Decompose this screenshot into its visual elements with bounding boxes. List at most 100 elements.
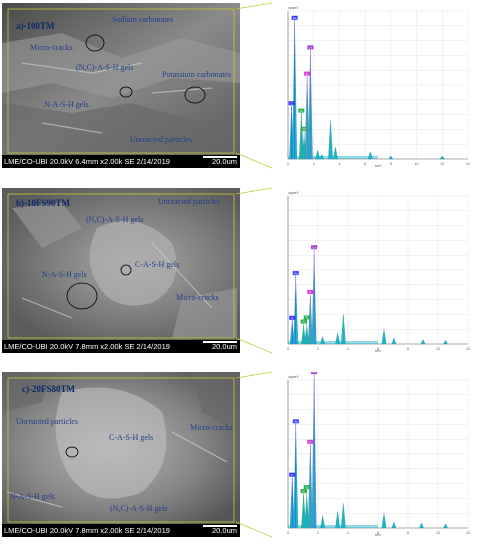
spectrum-peak	[333, 147, 338, 160]
svg-text:Na: Na	[294, 420, 298, 424]
x-tick-label: 10	[415, 162, 419, 166]
x-tick-label: 8	[407, 347, 409, 351]
peak-tag: C	[288, 101, 295, 159]
x-tick-label: 10	[436, 347, 440, 351]
peak-tag: Al	[298, 108, 305, 159]
annotation: N-A-S-H gels	[10, 492, 55, 501]
svg-text:C: C	[291, 473, 294, 477]
y-axis-label: cps/eV	[288, 375, 299, 379]
x-tick-label: 0	[287, 162, 289, 166]
plot-background	[272, 372, 474, 537]
spectrum-peak	[320, 336, 326, 345]
x-tick-label: 14	[466, 162, 470, 166]
svg-text:Si: Si	[305, 485, 308, 489]
annotation: N-A-S-H gels	[42, 270, 87, 279]
annotation: Potassium carbonates	[162, 70, 232, 79]
svg-text:Al: Al	[300, 109, 303, 113]
x-axis-label: keV	[375, 533, 382, 537]
sem-image-c	[2, 372, 240, 524]
spectrum-peak	[420, 339, 426, 345]
x-tick-label: 6	[364, 162, 366, 166]
svg-text:K: K	[309, 440, 311, 444]
x-tick-label: 4	[338, 162, 340, 166]
sem-info-bar: LME/CO-UBI 20.0kV 7.8mm x2.00k SE 2/14/2…	[2, 340, 240, 353]
x-tick-label: 2	[317, 531, 319, 535]
plot-background	[272, 188, 474, 353]
peak-tag: Al	[300, 319, 307, 344]
peak-tag: K	[304, 71, 311, 159]
peak-tag: Al	[300, 489, 307, 528]
svg-text:C: C	[291, 316, 294, 320]
x-tick-label: 4	[347, 531, 349, 535]
peak-tag: C	[289, 315, 296, 344]
scale-label: 20.0um	[211, 342, 237, 351]
annotation: Micro-cracks	[30, 43, 73, 52]
x-tick-label: 12	[466, 347, 470, 351]
x-tick-label: 10	[436, 531, 440, 535]
scale-bar	[203, 156, 237, 158]
x-tick-label: 0	[287, 531, 289, 535]
peak-tag: C	[289, 472, 296, 528]
background-continuum	[288, 525, 378, 528]
x-tick-label: 6	[377, 347, 379, 351]
sem-image-a	[2, 3, 240, 155]
x-axis-label: keV	[375, 349, 382, 353]
sem-panel-b: b)-10FS90TM (N,C)-A-S-H gels Unreacted p…	[2, 188, 240, 353]
svg-text:Ca: Ca	[312, 245, 316, 249]
x-tick-label: 12	[440, 162, 444, 166]
annotation: C-A-S-H gels	[135, 260, 180, 269]
annotation: N-A-S-H gels	[44, 100, 89, 109]
annotation: (N,C)-A-S-H gels	[76, 63, 134, 72]
sem-info-bar: LME/CO-UBI 20.0kV 6.4mm x2.00k SE 2/14/2…	[2, 155, 240, 168]
peak-tag: Na	[291, 15, 298, 159]
spectrum-peak	[391, 521, 397, 529]
spectrum-peak	[335, 332, 341, 345]
spectrum-peak	[320, 515, 326, 529]
panel-label-a: a)-100TM	[16, 21, 55, 31]
spectrum-peak	[443, 340, 448, 345]
sem-info-bar: LME/CO-UBI 20.0kV 7.8mm x2.00k SE 2/14/2…	[2, 524, 240, 537]
svg-text:Si: Si	[303, 127, 306, 131]
spectrum-peak	[328, 120, 333, 160]
svg-text:Na: Na	[294, 271, 298, 275]
x-tick-label: 0	[287, 347, 289, 351]
scale-bar	[203, 525, 237, 527]
x-tick-label: 12	[466, 531, 470, 535]
sem-panel-a: a)-100TM Sodium carbonates Micro-cracks …	[2, 3, 240, 168]
spectrum-peak	[340, 503, 346, 529]
peak-tag: Si	[303, 315, 310, 344]
x-tick-label: 4	[347, 347, 349, 351]
sem-metadata: LME/CO-UBI 20.0kV 7.8mm x2.00k SE 2/14/2…	[4, 526, 170, 535]
peak-tag: K	[307, 439, 314, 528]
spectrum-peak	[419, 522, 424, 529]
spectrum-peak	[319, 154, 325, 160]
spectrum-peak	[381, 513, 387, 529]
background-continuum	[288, 156, 378, 159]
peak-tag: Si	[303, 485, 310, 528]
x-axis-label: keV	[375, 164, 382, 168]
spectrum-peak	[367, 151, 373, 160]
svg-text:K: K	[309, 290, 311, 294]
x-tick-label: 2	[317, 347, 319, 351]
spectrum-peak	[443, 523, 448, 529]
panel-label-c: c)-20FS80TM	[22, 384, 75, 394]
annotation: Micro-cracks	[176, 293, 219, 302]
svg-text:Ca: Ca	[312, 372, 316, 374]
panel-label-b: b)-10FS90TM	[16, 198, 70, 208]
svg-text:Ca: Ca	[308, 46, 312, 50]
background-continuum	[288, 341, 378, 344]
svg-text:Al: Al	[302, 489, 305, 493]
peak-tag: Ca	[311, 372, 318, 528]
sem-image-b	[2, 188, 240, 340]
annotation: (N,C)-A-S-H gels	[86, 215, 144, 224]
peak-tag: Ca	[307, 45, 314, 159]
svg-text:C: C	[291, 101, 294, 105]
svg-text:K: K	[306, 72, 308, 76]
peak-tag: K	[307, 289, 314, 344]
spectrum-peak	[391, 337, 397, 345]
annotation: Micro-cracks	[190, 423, 233, 432]
annotation: (N,C)-A-S-H gels	[110, 504, 168, 513]
x-tick-label: 8	[390, 162, 392, 166]
